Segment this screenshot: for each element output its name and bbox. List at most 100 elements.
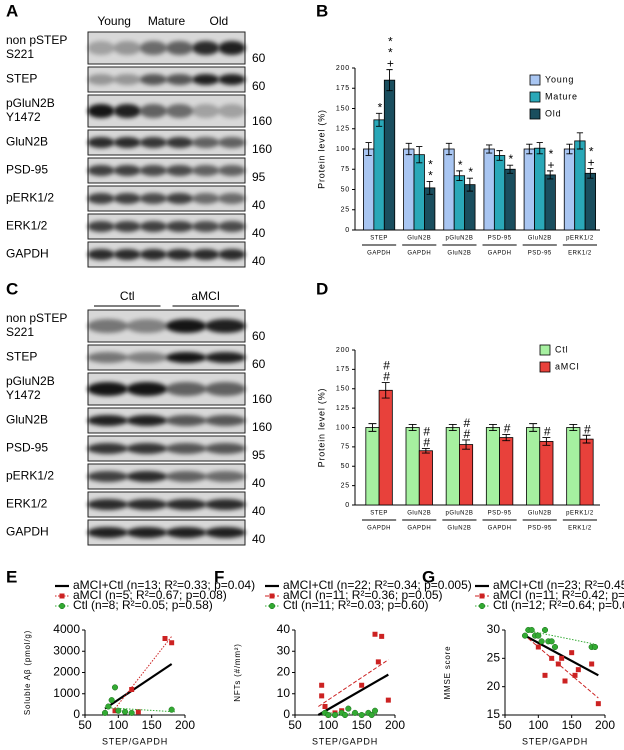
bar — [523, 148, 535, 231]
point — [521, 632, 529, 639]
molecular-weight: 160 — [252, 392, 272, 406]
point — [128, 709, 135, 716]
significance-marker: * — [373, 100, 387, 111]
row-label: Y1472 — [6, 388, 41, 402]
y-axis-label: NFTs (#/mm²) — [233, 643, 242, 701]
blot-band — [218, 221, 246, 232]
blot-band — [218, 249, 246, 260]
category-label: GluN2B — [407, 511, 431, 517]
blot-band — [204, 527, 246, 538]
point — [112, 708, 118, 714]
row-label: S221 — [6, 325, 34, 339]
category-denominator: PSD-95 — [528, 526, 552, 532]
error-bar — [421, 447, 430, 454]
blot-band — [192, 221, 220, 232]
panel-label: B — [316, 1, 328, 20]
y-tick-label: 150 — [336, 386, 350, 393]
blot-band — [218, 40, 246, 56]
legend-label: Mature — [545, 91, 578, 101]
blot-band — [165, 103, 194, 119]
significance-marker: * — [453, 158, 467, 169]
blot-band — [204, 352, 246, 363]
molecular-weight: 160 — [252, 420, 272, 434]
blot-band — [165, 527, 207, 538]
legend-marker — [58, 602, 66, 610]
blot-band — [126, 443, 168, 454]
category-label: pGluN2B — [445, 511, 473, 517]
x-axis-label: STEP/GAPDH — [312, 736, 378, 746]
point — [108, 697, 115, 704]
point — [538, 638, 545, 645]
blot-band — [113, 249, 141, 260]
blot-band — [139, 103, 168, 119]
point — [371, 707, 379, 714]
x-tick-label: 200 — [595, 718, 615, 732]
legend-label: Ctl — [555, 344, 568, 354]
molecular-weight: 40 — [252, 226, 266, 240]
molecular-weight: 160 — [252, 114, 272, 128]
y-tick-label: 50 — [341, 463, 350, 470]
blot-band — [139, 165, 168, 176]
legend-swatch — [529, 74, 541, 86]
category-label: STEP — [370, 511, 388, 517]
y-tick-label: 25 — [341, 207, 350, 214]
error-bar — [526, 143, 533, 155]
y-tick-label: 200 — [336, 65, 350, 72]
point — [111, 684, 119, 691]
category-denominator: GAPDH — [367, 526, 391, 532]
panel-label: G — [422, 567, 435, 586]
point — [535, 632, 542, 639]
y-tick-label: 25 — [341, 482, 350, 489]
error-bar — [536, 142, 543, 155]
y-tick-label: 125 — [336, 126, 350, 133]
point — [591, 643, 599, 651]
error-bar — [542, 437, 551, 446]
legend-swatch — [529, 91, 541, 103]
y-tick-label: 25 — [487, 651, 501, 665]
blot-band — [87, 499, 129, 510]
x-tick-label: 150 — [562, 718, 582, 732]
bar — [373, 119, 385, 231]
blot-band — [113, 74, 141, 85]
y-axis-label: Protein level (%) — [316, 109, 326, 189]
blot-band — [192, 103, 220, 119]
point — [168, 706, 175, 713]
blot-band — [165, 74, 194, 85]
bar — [403, 148, 415, 231]
blot-band — [126, 318, 168, 334]
category-denominator: GAPDH — [407, 526, 431, 532]
legend-label: aMCI+Ctl (n=13; R²=0.33; p=0.04) — [73, 578, 255, 592]
column-label: Ctl — [120, 289, 135, 303]
x-tick-label: 50 — [78, 718, 92, 732]
blot-band — [87, 165, 115, 176]
error-bar — [456, 170, 463, 182]
error-bar — [445, 142, 453, 156]
y-tick-label: 75 — [341, 166, 350, 173]
blot-band — [165, 318, 207, 334]
significance-marker: # — [500, 421, 514, 432]
category-denominator: GluN2B — [447, 526, 471, 532]
blot-band — [218, 103, 246, 119]
x-tick-label: 150 — [352, 718, 372, 732]
bar — [405, 427, 420, 506]
bar — [363, 148, 375, 231]
point — [331, 711, 339, 719]
blot-band — [87, 74, 115, 85]
blot-band — [165, 40, 194, 56]
blot-band — [113, 137, 141, 148]
row-label: pGluN2B — [6, 96, 55, 110]
panel-label: D — [316, 279, 328, 298]
y-tick-label: 125 — [336, 405, 350, 412]
significance-marker: ## — [380, 359, 394, 381]
fit-line — [104, 663, 173, 710]
y-tick-label: 30 — [487, 622, 501, 636]
legend-swatch — [539, 344, 551, 356]
blot-band — [192, 137, 220, 148]
blot-band — [165, 165, 194, 176]
blot-band — [113, 165, 141, 176]
molecular-weight: 40 — [252, 504, 266, 518]
legend-marker — [478, 602, 486, 610]
y-tick-label: 175 — [336, 366, 350, 373]
blot-band — [165, 443, 207, 454]
point — [562, 678, 568, 684]
